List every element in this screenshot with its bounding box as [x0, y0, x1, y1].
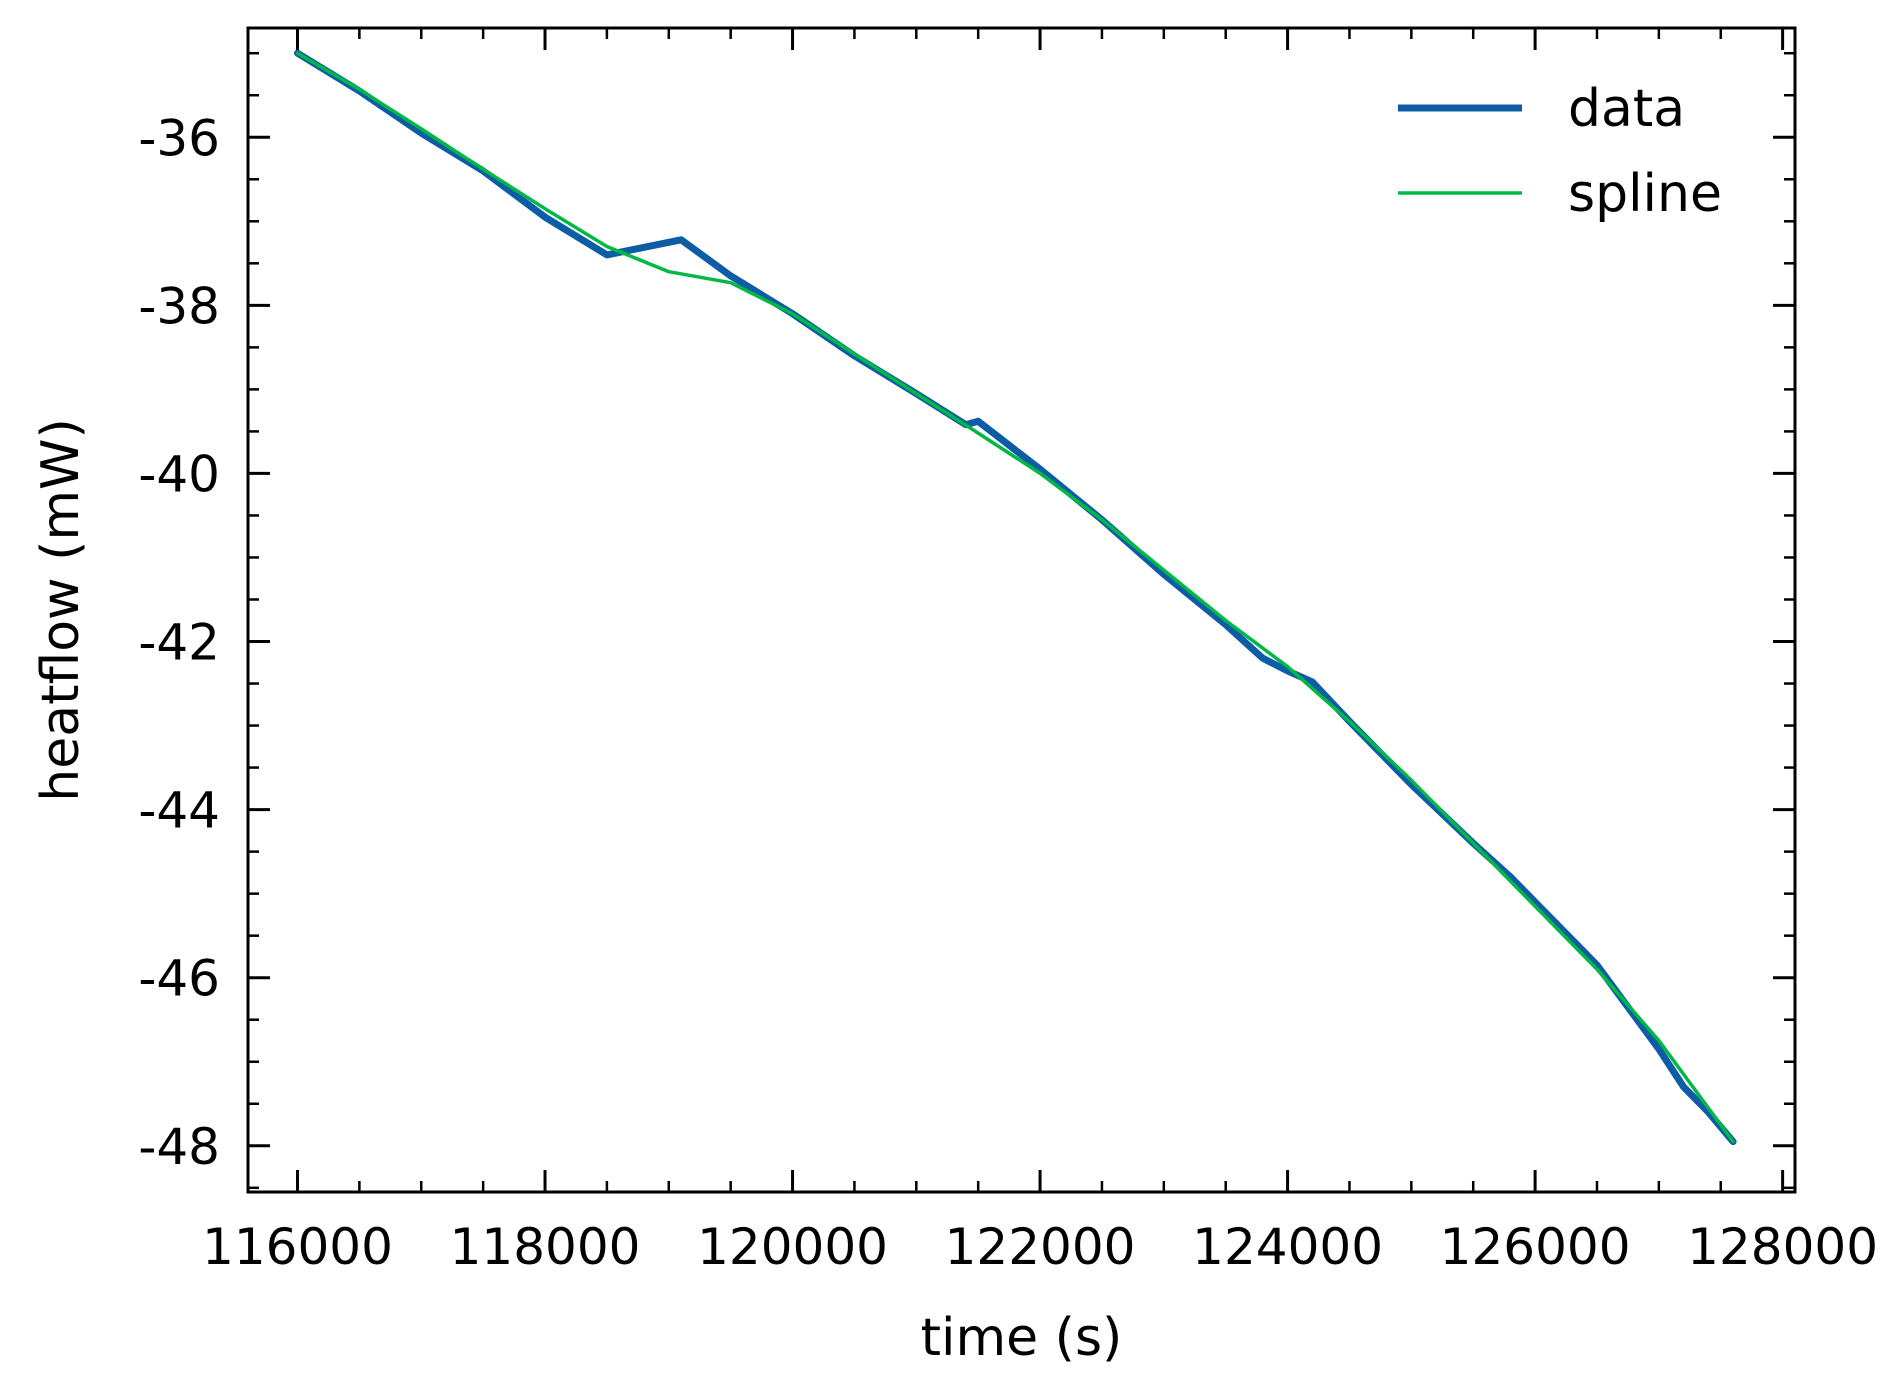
x-tick-label: 128000 — [1687, 1218, 1878, 1276]
legend-label-spline: spline — [1568, 164, 1722, 224]
x-axis-title: time (s) — [921, 1308, 1123, 1368]
y-tick-label: -48 — [138, 1118, 220, 1176]
y-tick-label: -46 — [138, 950, 220, 1008]
x-tick-label: 126000 — [1440, 1218, 1631, 1276]
y-tick-label: -40 — [138, 445, 220, 503]
legend: data spline — [1398, 79, 1722, 224]
x-tick-label: 118000 — [450, 1218, 641, 1276]
x-tick-label: 124000 — [1192, 1218, 1383, 1276]
x-tick-label: 116000 — [202, 1218, 393, 1276]
tick-labels-layer: 116000 118000 120000 122000 124000 126000 1280… — [138, 109, 1878, 1276]
x-tick-label: 120000 — [697, 1218, 888, 1276]
legend-label-data: data — [1568, 79, 1685, 139]
x-tick-label: 122000 — [945, 1218, 1136, 1276]
y-tick-label: -38 — [138, 277, 220, 335]
series-layer — [294, 49, 1737, 1146]
series-line-spline — [295, 51, 1735, 1144]
plot-frame — [246, 26, 1797, 1194]
y-tick-label: -44 — [138, 782, 220, 840]
y-axis-title: heatflow (mW) — [31, 418, 91, 801]
y-tick-label: -42 — [138, 614, 220, 672]
ticks-layer — [248, 28, 1795, 1192]
y-tick-label: -36 — [138, 109, 220, 167]
